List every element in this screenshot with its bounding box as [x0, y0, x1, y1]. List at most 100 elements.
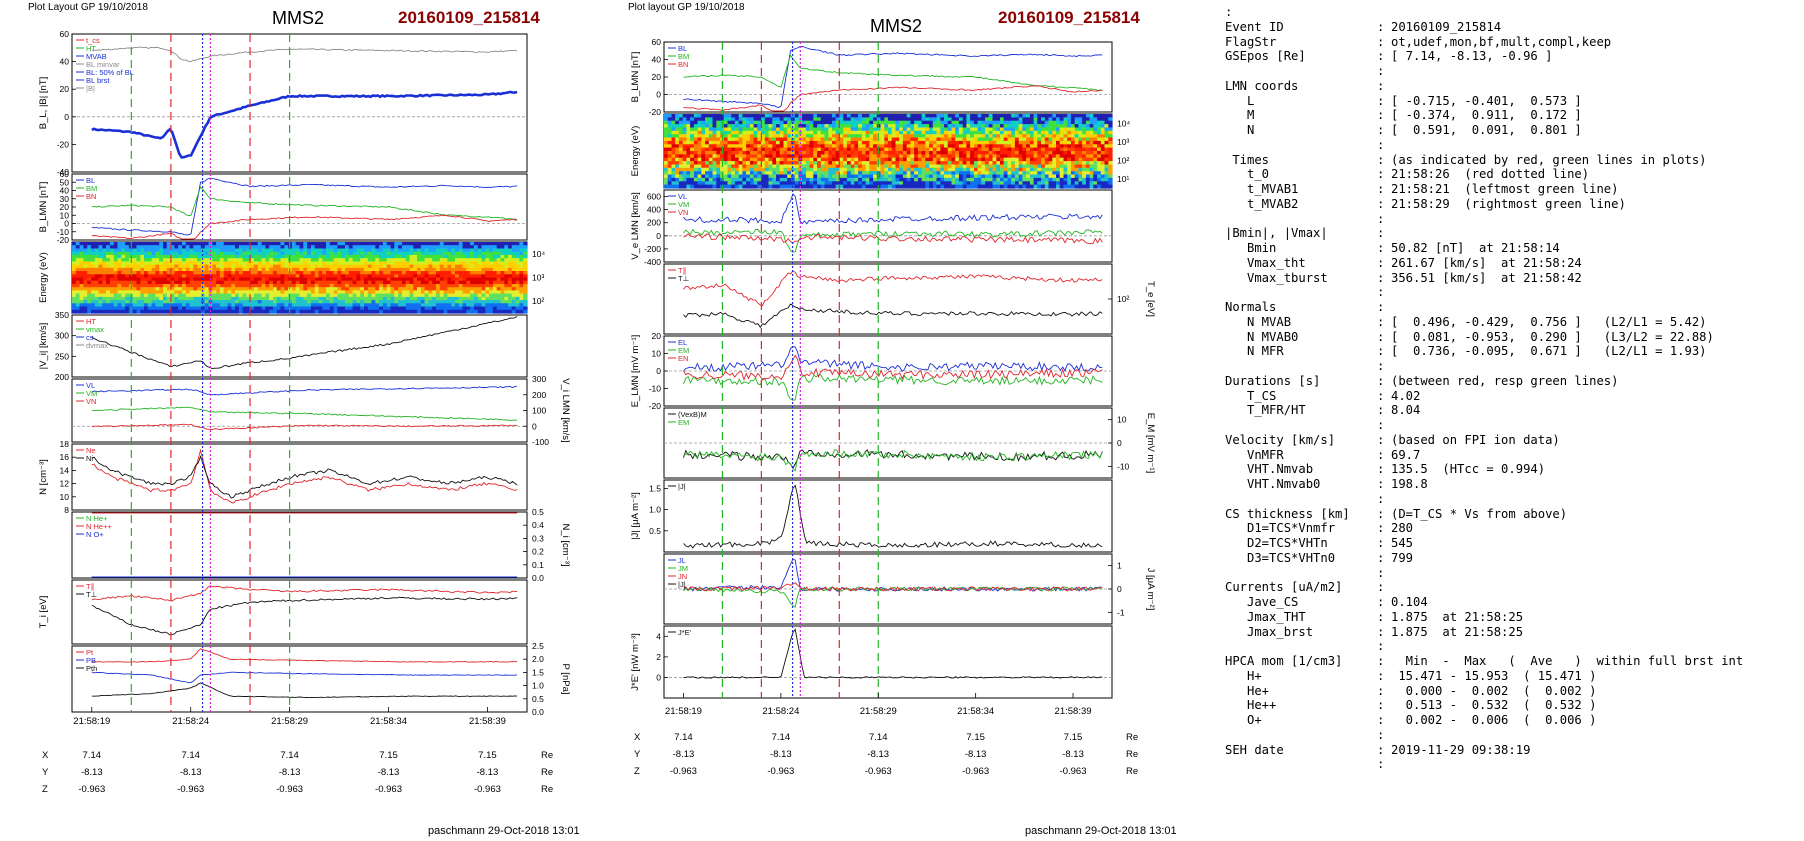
spectrogram-cell	[873, 134, 878, 139]
spectrogram-cell	[843, 147, 848, 152]
spectrogram-cell	[1052, 134, 1057, 139]
spectrogram-cell	[697, 120, 702, 125]
spectrogram-cell	[738, 117, 743, 122]
spectrogram-cell	[303, 280, 308, 285]
spectrogram-cell	[246, 303, 251, 308]
spectrogram-cell	[125, 267, 130, 272]
spectrogram-cell	[318, 300, 323, 304]
spectrogram-cell	[261, 303, 266, 308]
spectrogram-cell	[891, 127, 896, 132]
spectrogram-cell	[352, 303, 357, 308]
spectrogram-cell	[906, 164, 911, 169]
spectrogram-cell	[858, 157, 863, 162]
spectrogram-cell	[322, 258, 327, 262]
spectrogram-cell	[360, 284, 365, 288]
spectrogram-cell	[1029, 140, 1035, 145]
spectrogram-cell	[891, 157, 896, 162]
spectrogram-cell	[664, 164, 669, 169]
spectrogram-cell	[768, 120, 773, 125]
spectrogram-cell	[303, 277, 308, 282]
spectrogram-cell	[902, 137, 908, 142]
spectrogram-cell	[693, 164, 699, 169]
spectrogram-cell	[121, 254, 126, 259]
spectrogram-cell	[178, 264, 183, 269]
spectrogram-cell	[197, 290, 202, 295]
spectrogram-cell	[779, 154, 784, 159]
spectrogram-cell	[428, 290, 433, 295]
legend-label: N He+	[86, 514, 108, 523]
spectrogram-cell	[485, 287, 490, 291]
spectrogram-cell	[193, 306, 198, 311]
spectrogram-cell	[424, 271, 429, 275]
spectrogram-cell	[768, 140, 773, 145]
spectrogram-cell	[902, 157, 908, 162]
spectrogram-cell	[977, 130, 982, 135]
spectrogram-cell	[132, 303, 138, 308]
spectrogram-cell	[1056, 140, 1061, 145]
spectrogram-cell	[265, 254, 270, 259]
spectrogram-cell	[1089, 167, 1094, 172]
spectrogram-cell	[787, 147, 792, 152]
spectrogram-cell	[906, 127, 911, 132]
spectrogram-cell	[360, 290, 365, 295]
spectrogram-cell	[299, 251, 304, 256]
spectrogram-cell	[940, 124, 945, 129]
spectrogram-cell	[307, 267, 312, 272]
spectrogram-cell	[231, 274, 236, 279]
spectrogram-cell	[166, 245, 172, 249]
spectrogram-cell	[238, 267, 244, 272]
spectrogram-cell	[337, 290, 342, 295]
spectrogram-cell	[723, 151, 728, 155]
spectrogram-cell	[944, 167, 949, 172]
spectrogram-cell	[284, 242, 289, 246]
spectrogram-cell	[155, 251, 160, 256]
spectrogram-cell	[884, 157, 889, 162]
y-tick-label: 50	[60, 177, 70, 187]
spectrogram-cell	[208, 251, 213, 256]
spectrogram-cell	[91, 290, 96, 295]
y-tick-label: 10²	[532, 296, 544, 306]
spectrogram-cell	[136, 293, 141, 298]
spectrogram-cell	[839, 147, 844, 152]
spectrogram-cell	[254, 300, 259, 304]
spectrogram-cell	[310, 303, 316, 308]
spectrogram-cell	[504, 280, 509, 285]
y-axis-label: B_LMN [nT]	[38, 182, 49, 233]
spectrogram-cell	[917, 154, 923, 159]
spectrogram-cell	[413, 264, 418, 269]
spectrogram-cell	[489, 284, 494, 288]
position-value: -8.13	[378, 767, 400, 778]
spectrogram-cell	[303, 251, 308, 256]
spectrogram-cell	[914, 137, 919, 142]
spectrogram-cell	[147, 267, 153, 272]
spectrogram-cell	[231, 267, 236, 272]
spectrogram-cell	[360, 251, 365, 256]
spectrogram-cell	[861, 117, 867, 122]
spectrogram-cell	[664, 171, 669, 176]
spectrogram-cell	[1029, 120, 1035, 125]
spectrogram-cell	[151, 261, 156, 266]
spectrogram-cell	[155, 271, 160, 275]
spectrogram-cell	[83, 293, 88, 298]
spectrogram-cell	[1108, 164, 1113, 169]
spectrogram-cell	[917, 167, 923, 172]
spectrogram-cell	[1104, 114, 1109, 118]
spectrogram-cell	[375, 300, 380, 304]
spectrogram-cell	[382, 293, 388, 298]
spectrogram-cell	[992, 120, 997, 125]
spectrogram-cell	[439, 280, 445, 285]
spectrogram-cell	[75, 274, 81, 279]
spectrogram-cell	[72, 290, 77, 295]
spectrogram-cell	[1067, 137, 1072, 142]
spectrogram-cell	[1048, 164, 1053, 169]
spectrogram-cell	[189, 303, 194, 308]
spectrogram-cell	[398, 261, 403, 266]
spectrogram-cell	[455, 293, 460, 298]
spectrogram-cell	[705, 140, 710, 145]
spectrogram-cell	[727, 144, 732, 149]
spectrogram-cell	[166, 264, 172, 269]
spectrogram-cell	[299, 309, 304, 314]
spectrogram-cell	[367, 290, 373, 295]
spectrogram-cell	[492, 309, 498, 314]
spectrogram-cell	[333, 245, 338, 249]
